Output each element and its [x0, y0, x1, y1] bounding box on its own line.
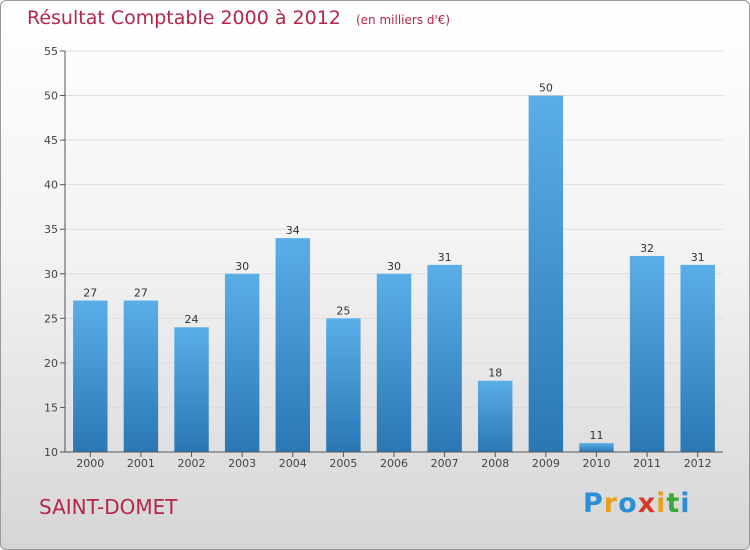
value-label-2001: 27 — [134, 287, 148, 300]
value-label-2012: 31 — [691, 251, 705, 264]
bar-2003[interactable] — [224, 273, 260, 452]
logo-letter: x — [637, 488, 657, 519]
commune-name: SAINT-DOMET — [39, 495, 178, 519]
x-tick-label-2000: 2000 — [76, 457, 104, 470]
bar-2009[interactable] — [528, 95, 564, 453]
logo-letter: o — [618, 488, 638, 519]
value-label-2010: 11 — [589, 429, 603, 442]
y-tick-label: 35 — [44, 223, 58, 236]
x-tick-label-2005: 2005 — [329, 457, 357, 470]
bar-2004[interactable] — [275, 238, 310, 452]
y-tick-label: 10 — [44, 446, 58, 459]
bar-2005[interactable] — [326, 318, 361, 452]
logo-letter: i — [656, 488, 667, 519]
x-tick-label-2004: 2004 — [279, 457, 307, 470]
value-label-2002: 24 — [185, 313, 199, 326]
logo-letter: r — [603, 488, 619, 519]
bar-2011[interactable] — [629, 255, 665, 452]
y-tick-label: 15 — [44, 401, 58, 414]
x-tick-label-2010: 2010 — [582, 457, 610, 470]
x-tick-label-2002: 2002 — [178, 457, 206, 470]
value-label-2008: 18 — [488, 367, 502, 380]
x-tick-label-2011: 2011 — [633, 457, 661, 470]
y-tick-label: 30 — [44, 268, 58, 281]
y-tick-label: 40 — [44, 179, 58, 192]
y-tick-label: 55 — [44, 45, 58, 58]
y-tick-label: 50 — [44, 90, 58, 103]
bar-2012[interactable] — [680, 264, 715, 452]
bar-2000[interactable] — [73, 300, 108, 452]
x-tick-label-2009: 2009 — [532, 457, 560, 470]
value-label-2011: 32 — [640, 242, 654, 255]
logo-letter: t — [666, 488, 681, 519]
x-tick-label-2012: 2012 — [684, 457, 712, 470]
value-label-2007: 31 — [438, 251, 452, 264]
x-tick-label-2003: 2003 — [228, 457, 256, 470]
x-tick-label-2008: 2008 — [481, 457, 509, 470]
bar-2010[interactable] — [579, 443, 614, 452]
value-label-2005: 25 — [336, 304, 350, 317]
bars: 27 27 24 30 34 25 30 31 18 50 11 32 31 — [73, 82, 715, 453]
bar-2008[interactable] — [478, 380, 513, 452]
chart-title: Résultat Comptable 2000 à 2012 — [27, 7, 341, 29]
chart-title-block: Résultat Comptable 2000 à 2012 (en milli… — [27, 7, 450, 29]
logo-letter: P — [583, 488, 604, 519]
bar-2007[interactable] — [427, 264, 462, 452]
value-label-2006: 30 — [387, 260, 401, 273]
value-label-2009: 50 — [539, 82, 553, 95]
value-label-2004: 34 — [286, 224, 300, 237]
value-label-2000: 27 — [83, 287, 97, 300]
bar-2001[interactable] — [123, 300, 159, 452]
bar-2002[interactable] — [174, 327, 209, 452]
x-tick-label-2007: 2007 — [431, 457, 459, 470]
logo-letter: i — [680, 488, 691, 519]
value-label-2003: 30 — [235, 260, 249, 273]
chart-unit: (en milliers d'€) — [355, 13, 451, 27]
x-tick-label-2006: 2006 — [380, 457, 408, 470]
axes: 10 15 20 25 30 35 40 45 50 55 2000 2001 2002 2003 2004… — [44, 45, 723, 470]
proxiti-logo[interactable]: Proxiti — [583, 488, 691, 519]
y-tick-label: 25 — [44, 312, 58, 325]
y-tick-label: 20 — [44, 357, 58, 370]
y-tick-label: 45 — [44, 134, 58, 147]
x-tick-label-2001: 2001 — [127, 457, 155, 470]
bar-2006[interactable] — [376, 273, 412, 452]
